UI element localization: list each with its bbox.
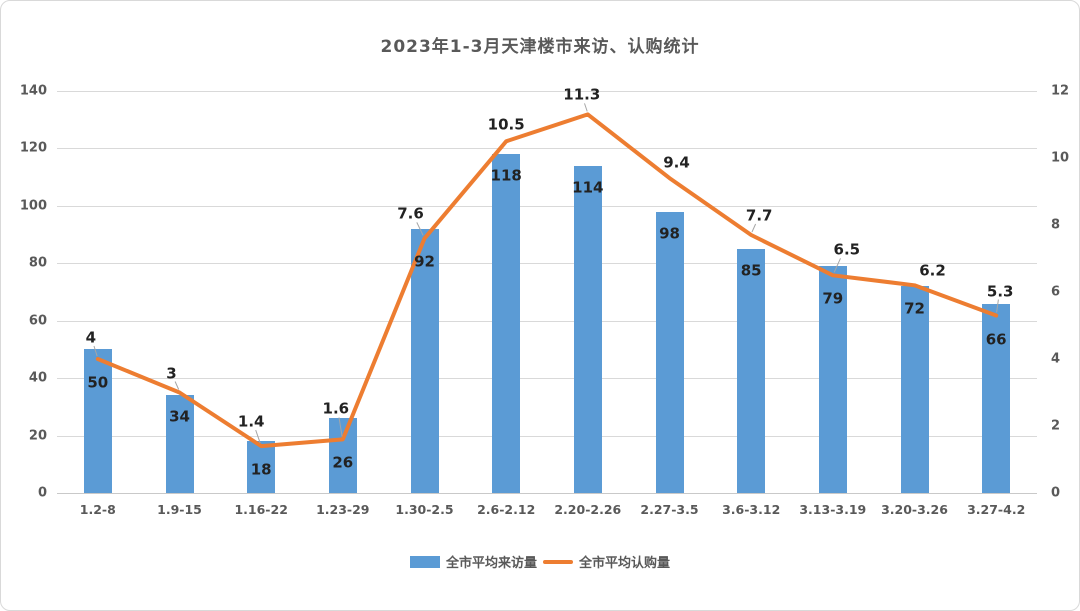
grid-line — [57, 378, 1037, 380]
legend-bar-label: 全市平均来访量 — [445, 556, 537, 571]
grid-line — [57, 320, 1037, 322]
y-axis-left-label: 0 — [37, 485, 47, 501]
legend-line-label: 全市平均认购量 — [579, 556, 671, 571]
y-axis-left-label: 80 — [28, 255, 47, 271]
bar — [655, 211, 684, 493]
chart-title: 2023年1-3月天津楼市来访、认购统计 — [380, 37, 700, 57]
bar — [83, 349, 112, 493]
line-data-label: 6.2 — [919, 261, 946, 280]
grid-line — [57, 205, 1037, 207]
grid-line — [57, 91, 1037, 92]
line-data-label: 6.5 — [833, 240, 861, 259]
bar-data-label: 26 — [332, 453, 354, 472]
line-series — [95, 112, 999, 449]
x-axis-label: 2.27-3.5 — [640, 502, 699, 517]
y-axis-left-label: 100 — [19, 198, 47, 214]
x-axis-label: 3.6-3.12 — [722, 502, 781, 517]
bar — [492, 154, 521, 493]
x-axis-label: 1.30-2.5 — [395, 502, 454, 517]
bar-data-label: 98 — [659, 224, 680, 243]
bar-data-label: 79 — [822, 289, 844, 308]
legend-bar-swatch — [409, 555, 440, 568]
line-data-label: 10.5 — [487, 115, 525, 134]
line-data-label: 9.4 — [663, 153, 690, 172]
y-axis-right-label: 10 — [1051, 150, 1070, 166]
line-data-label: 4 — [85, 328, 97, 347]
line-data-label: 11.3 — [563, 85, 601, 104]
bar-data-label: 34 — [169, 407, 190, 426]
x-axis-label: 3.20-3.26 — [881, 502, 948, 517]
bar-data-label: 18 — [250, 460, 272, 479]
bar-data-label: 92 — [414, 252, 435, 271]
bar-data-label: 72 — [904, 299, 925, 318]
y-axis-left-label: 40 — [28, 370, 47, 386]
line-data-label: 1.6 — [322, 399, 350, 418]
label-leader-line — [174, 381, 180, 390]
y-axis-left-label: 60 — [28, 313, 47, 329]
y-axis-right-label: 4 — [1051, 351, 1061, 367]
bar-data-label: 114 — [572, 178, 604, 197]
line-data-label: 5.3 — [986, 282, 1014, 300]
y-axis-right-label: 2 — [1051, 418, 1061, 434]
x-axis-label: 1.9-15 — [157, 502, 202, 517]
legend: 全市平均来访量 全市平均认购量 — [1, 552, 1079, 571]
x-axis-label: 1.23-29 — [316, 502, 370, 517]
bar — [573, 165, 602, 493]
grid-line — [57, 263, 1037, 265]
legend-line-swatch — [543, 559, 573, 564]
grid-line — [57, 148, 1037, 150]
legend-item-subscriptions: 全市平均认购量 — [543, 552, 670, 571]
x-axis-label: 2.20-2.26 — [554, 502, 622, 517]
x-axis-label: 1.2-8 — [79, 502, 116, 517]
grid-line — [57, 493, 1037, 494]
x-axis-label: 1.16-22 — [234, 502, 288, 517]
line-data-label: 7.7 — [745, 206, 773, 225]
x-axis-label: 3.13-3.19 — [799, 502, 867, 517]
label-leader-line — [751, 223, 757, 233]
y-axis-left-label: 120 — [19, 140, 47, 156]
y-axis-right-label: 12 — [1051, 83, 1070, 99]
grid-line — [57, 435, 1037, 437]
bar — [737, 248, 766, 493]
legend-item-visits: 全市平均来访量 — [409, 552, 537, 571]
line-data-label: 1.4 — [237, 412, 265, 431]
x-axis-label: 2.6-2.12 — [477, 502, 536, 517]
y-axis-right-label: 8 — [1051, 217, 1061, 233]
bar-data-label: 50 — [87, 373, 109, 392]
y-axis-right-label: 6 — [1051, 284, 1061, 300]
bar-data-label: 118 — [490, 166, 522, 185]
bar-data-label: 66 — [985, 330, 1007, 348]
y-axis-right-label: 0 — [1051, 485, 1061, 501]
y-axis-left-label: 140 — [19, 83, 47, 99]
line-data-label: 3 — [166, 364, 177, 382]
x-axis-label: 3.27-4.2 — [967, 502, 1026, 517]
bar — [247, 441, 276, 493]
bar-data-label: 85 — [740, 261, 762, 280]
line-data-label: 7.6 — [397, 204, 424, 223]
label-leader-line — [584, 103, 588, 112]
y-axis-left-label: 20 — [28, 428, 47, 444]
